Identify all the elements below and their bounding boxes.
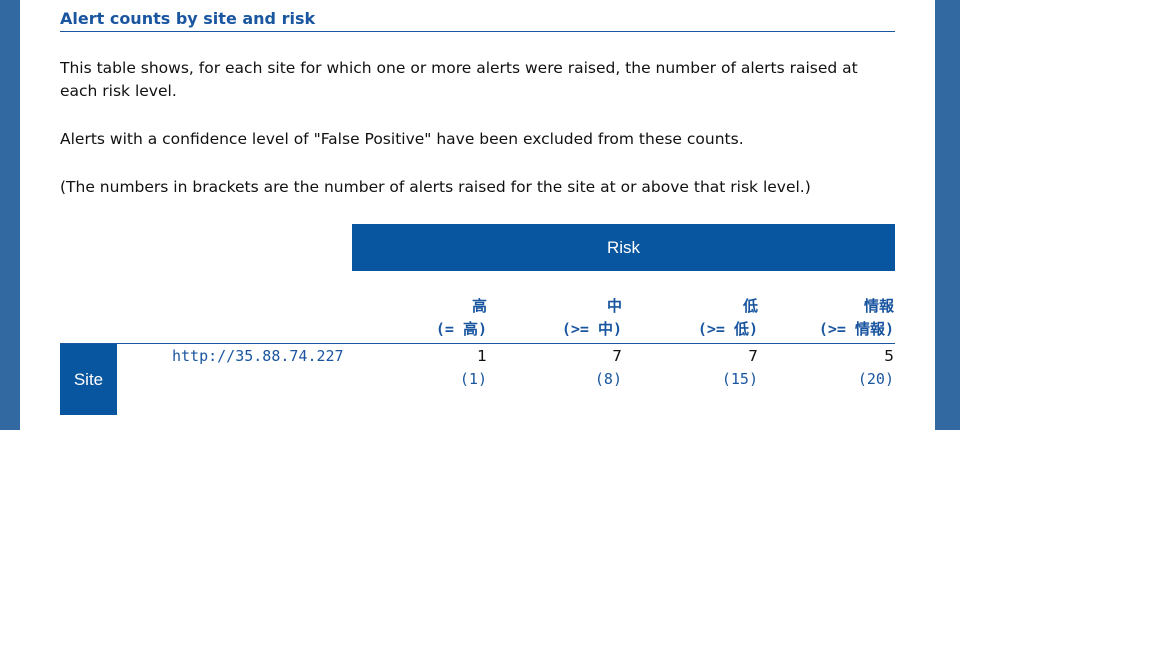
column-risk: 高	[471, 297, 487, 315]
alert-count: 7	[612, 347, 622, 365]
column-range: (>= 低)	[697, 320, 758, 338]
site-header: Site	[60, 344, 117, 415]
alert-count: 5	[884, 347, 894, 365]
column-range: (>= 情報)	[818, 320, 894, 338]
column-range: (>= 中)	[561, 320, 622, 338]
risk-header: Risk	[352, 224, 895, 271]
title-rule	[60, 31, 895, 32]
paragraph: (The numbers in brackets are the number …	[60, 178, 811, 196]
column-risk: 情報	[863, 297, 894, 315]
section-title: Alert counts by site and risk	[60, 9, 316, 28]
header-rule	[60, 343, 895, 344]
column-range: (= 高)	[435, 320, 487, 338]
cumulative-count: (1)	[459, 370, 487, 388]
alert-count: 7	[748, 347, 758, 365]
cumulative-count: (20)	[857, 370, 894, 388]
paragraph: Alerts with a confidence level of "False…	[60, 130, 744, 148]
column-risk: 中	[606, 297, 622, 315]
site-url: http://35.88.74.227	[172, 347, 344, 365]
column-risk: 低	[742, 297, 758, 315]
paragraph: This table shows, for each site for whic…	[60, 59, 858, 100]
alert-count: 1	[477, 347, 487, 365]
cumulative-count: (8)	[594, 370, 622, 388]
right-sidebar	[935, 0, 960, 430]
left-sidebar	[0, 0, 20, 430]
cumulative-count: (15)	[721, 370, 758, 388]
